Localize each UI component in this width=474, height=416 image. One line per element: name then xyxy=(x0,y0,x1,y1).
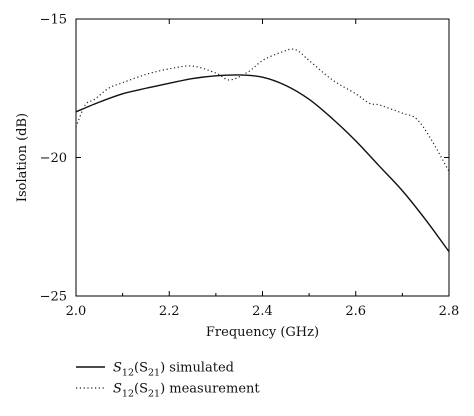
x-tick-label: 2.4 xyxy=(252,304,273,319)
legend: S12(S21) simulated S12(S21) measurement xyxy=(76,361,260,400)
y-tick-label: −15 xyxy=(40,13,67,28)
x-tick-label: 2.6 xyxy=(345,304,366,319)
y-tick-label: −25 xyxy=(40,290,67,305)
axes: 2.0 2.2 2.4 2.6 2.8 −15 −20 −25 xyxy=(40,13,460,320)
y-tick-label: −20 xyxy=(40,151,67,166)
y-axis-title: Isolation (dB) xyxy=(15,113,30,202)
x-tick-label: 2.0 xyxy=(66,304,87,319)
legend-label: S12(S21) measurement xyxy=(113,382,260,400)
plot-frame xyxy=(75,18,450,297)
series-measurement-line xyxy=(75,48,450,172)
x-tick-label: 2.2 xyxy=(159,304,180,319)
legend-label: S12(S21) simulated xyxy=(113,361,234,379)
x-axis-title: Frequency (GHz) xyxy=(206,325,319,340)
series-simulated-line xyxy=(75,74,450,253)
x-tick-label: 2.8 xyxy=(439,304,460,319)
series-layer xyxy=(75,48,450,253)
